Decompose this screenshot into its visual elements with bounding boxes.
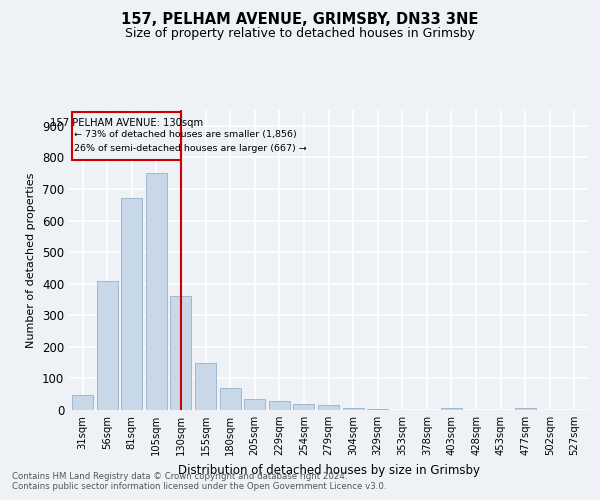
Text: ← 73% of detached houses are smaller (1,856): ← 73% of detached houses are smaller (1,… xyxy=(74,130,297,139)
Bar xyxy=(244,399,265,410)
Y-axis label: Number of detached properties: Number of detached properties xyxy=(26,172,37,348)
Bar xyxy=(146,173,167,410)
X-axis label: Distribution of detached houses by size in Grimsby: Distribution of detached houses by size … xyxy=(178,464,479,476)
Bar xyxy=(97,280,118,410)
Text: 26% of semi-detached houses are larger (667) →: 26% of semi-detached houses are larger (… xyxy=(74,144,307,154)
Bar xyxy=(72,395,93,410)
Text: 157 PELHAM AVENUE: 130sqm: 157 PELHAM AVENUE: 130sqm xyxy=(50,118,203,128)
Text: Contains public sector information licensed under the Open Government Licence v3: Contains public sector information licen… xyxy=(12,482,386,491)
FancyBboxPatch shape xyxy=(72,112,181,160)
Bar xyxy=(269,402,290,410)
Bar xyxy=(293,404,314,410)
Bar xyxy=(121,198,142,410)
Bar xyxy=(220,388,241,410)
Text: Contains HM Land Registry data © Crown copyright and database right 2024.: Contains HM Land Registry data © Crown c… xyxy=(12,472,347,481)
Bar xyxy=(195,362,216,410)
Bar xyxy=(515,408,536,410)
Bar xyxy=(343,408,364,410)
Text: Size of property relative to detached houses in Grimsby: Size of property relative to detached ho… xyxy=(125,28,475,40)
Bar xyxy=(170,296,191,410)
Bar xyxy=(318,406,339,410)
Bar xyxy=(441,408,462,410)
Text: 157, PELHAM AVENUE, GRIMSBY, DN33 3NE: 157, PELHAM AVENUE, GRIMSBY, DN33 3NE xyxy=(121,12,479,28)
